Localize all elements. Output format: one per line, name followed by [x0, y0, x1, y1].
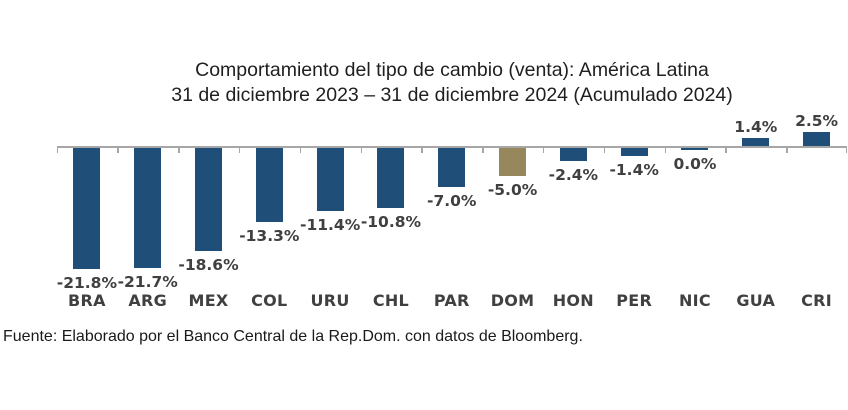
bar-per	[620, 148, 648, 156]
value-label-cri: 2.5%	[795, 112, 839, 131]
value-label-bra: -21.8%	[56, 273, 117, 292]
category-label-col: COL	[251, 291, 288, 310]
bar-uru	[316, 148, 344, 212]
category-label-cri: CRI	[801, 291, 833, 310]
category-label-chl: CHL	[372, 291, 410, 310]
value-label-uru: -11.4%	[300, 216, 361, 235]
x-axis-tick	[603, 148, 606, 153]
bar-col	[255, 148, 283, 222]
category-label-arg: ARG	[128, 291, 168, 310]
x-axis-tick	[664, 148, 666, 153]
x-axis-tick	[542, 148, 545, 153]
value-label-nic: 0.0%	[673, 154, 717, 173]
x-axis-tick	[421, 148, 423, 153]
bar-chl	[377, 148, 405, 208]
value-label-col: -13.3%	[239, 226, 300, 245]
bar-gua	[742, 138, 770, 146]
category-label-bra: BRA	[67, 291, 106, 310]
source-note: Fuente: Elaborado por el Banco Central d…	[3, 328, 583, 345]
category-label-par: PAR	[433, 291, 470, 310]
x-axis-tick	[725, 148, 727, 153]
bar-mex	[195, 148, 223, 252]
x-axis-line	[56, 146, 847, 148]
bar-cri	[803, 132, 831, 146]
category-label-mex: MEX	[188, 291, 229, 310]
x-axis-tick	[360, 148, 362, 153]
bar-dom	[499, 148, 527, 176]
value-label-gua: 1.4%	[734, 118, 778, 137]
bar-bra	[73, 148, 101, 269]
x-axis-tick	[786, 148, 788, 153]
category-label-gua: GUA	[736, 291, 776, 310]
category-label-nic: NIC	[678, 291, 711, 310]
value-label-par: -7.0%	[427, 191, 477, 210]
x-axis-tick	[117, 148, 119, 153]
value-label-mex: -18.6%	[178, 256, 239, 275]
x-axis-tick	[299, 148, 302, 153]
value-label-hon: -2.4%	[548, 166, 599, 185]
bar-par	[438, 148, 466, 187]
bar-nic	[681, 148, 709, 150]
x-axis-tick	[238, 148, 241, 153]
category-label-hon: HON	[552, 291, 595, 310]
value-label-per: -1.4%	[609, 160, 659, 179]
chart-subtitle: 31 de diciembre 2023 – 31 de diciembre 2…	[171, 84, 733, 106]
x-axis-tick	[482, 148, 484, 153]
x-axis-tick	[178, 148, 180, 153]
bar-hon	[559, 148, 587, 162]
x-axis-tick	[845, 148, 847, 153]
chart-title-block: Comportamiento del tipo de cambio (venta…	[57, 58, 847, 108]
x-axis-tick	[56, 148, 58, 153]
value-label-chl: -10.8%	[360, 212, 422, 231]
category-label-dom: DOM	[490, 291, 535, 310]
category-label-uru: URU	[310, 291, 350, 310]
value-label-dom: -5.0%	[487, 180, 538, 199]
chart-title: Comportamiento del tipo de cambio (venta…	[195, 59, 709, 81]
value-label-arg: -21.7%	[117, 273, 178, 292]
category-label-per: PER	[616, 291, 653, 310]
bar-arg	[134, 148, 162, 269]
